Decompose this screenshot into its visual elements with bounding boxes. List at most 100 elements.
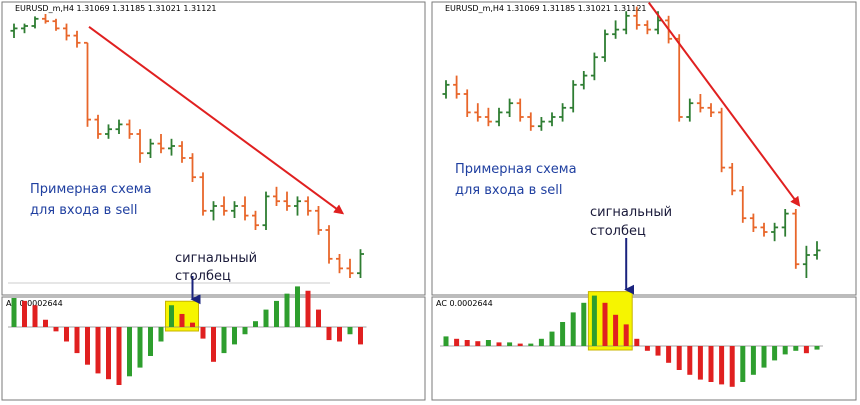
- ac-bar: [613, 314, 619, 346]
- price-bar: [189, 153, 196, 182]
- price-bar: [126, 119, 133, 139]
- price-bar: [633, 6, 641, 30]
- ac-bar: [137, 327, 143, 368]
- ac-bar: [106, 327, 111, 380]
- ac-bar: [148, 327, 153, 356]
- price-bar: [739, 186, 747, 223]
- price-bar: [147, 138, 154, 158]
- price-bar: [283, 191, 291, 211]
- price-header-2: EURUSD_m,H4 1.31069 1.31185 1.31021 1.31…: [445, 4, 647, 13]
- price-bar: [63, 23, 70, 41]
- ac-bar: [581, 302, 587, 346]
- ac-bar: [454, 338, 460, 346]
- price-bar: [548, 112, 556, 127]
- price-bar: [813, 241, 821, 260]
- price-bar: [10, 23, 18, 38]
- ac-bar: [560, 322, 566, 346]
- price-bar: [84, 41, 91, 127]
- ac-bar: [634, 338, 640, 346]
- price-bar: [612, 20, 620, 39]
- price-bar: [105, 124, 112, 139]
- price-bar: [590, 52, 598, 81]
- ac-bar: [85, 327, 90, 365]
- ac-bar: [221, 327, 227, 354]
- price-bar: [315, 206, 322, 235]
- price-bar: [760, 222, 768, 237]
- ac-bar: [644, 346, 650, 351]
- ac-bar: [814, 346, 820, 350]
- ac-bar: [517, 343, 523, 346]
- ac-bar: [316, 309, 321, 327]
- price-bar: [294, 196, 301, 216]
- price-bar: [601, 29, 609, 62]
- price-bars-2: [442, 6, 821, 278]
- ac-bar: [623, 324, 629, 346]
- signal-label-2b: столбец: [590, 224, 646, 239]
- price-bar: [728, 163, 736, 196]
- price-bar: [168, 138, 175, 156]
- price-bar: [199, 172, 207, 216]
- ac-bar: [263, 309, 269, 327]
- ac-bar: [53, 327, 59, 332]
- ac-bar: [687, 346, 693, 375]
- price-bar: [495, 107, 503, 127]
- price-bar: [474, 103, 482, 122]
- ac-bar: [190, 322, 195, 327]
- ac-bar: [485, 340, 491, 346]
- price-bar: [802, 245, 810, 278]
- ac-bar: [74, 327, 80, 354]
- price-bar: [559, 103, 567, 122]
- ac-bar: [274, 300, 279, 327]
- signal-label-1b: столбец: [175, 269, 231, 284]
- price-bar: [781, 209, 789, 237]
- price-bar: [73, 30, 81, 48]
- price-pane-2: [431, 1, 857, 296]
- ac-bar: [358, 327, 363, 345]
- ac-bar: [242, 327, 248, 335]
- price-bar: [463, 89, 471, 117]
- ac-bar: [22, 300, 27, 327]
- price-bar: [273, 186, 280, 206]
- price-header-1: EURUSD_m,H4 1.31069 1.31185 1.31021 1.31…: [15, 4, 217, 13]
- price-bar: [262, 191, 270, 230]
- price-bar: [537, 117, 545, 131]
- price-bar: [136, 129, 144, 163]
- ac-bar: [655, 346, 661, 356]
- ac-bar: [116, 327, 122, 385]
- price-bar: [707, 103, 715, 117]
- price-bar: [325, 225, 333, 264]
- price-bar: [771, 222, 779, 242]
- ac-bar: [750, 346, 756, 375]
- ac-bar: [464, 340, 470, 346]
- price-bar: [241, 196, 249, 221]
- ac-bar: [337, 327, 342, 342]
- price-bar: [453, 75, 461, 99]
- price-bar: [527, 112, 535, 131]
- ac-bar: [43, 319, 48, 327]
- price-bar: [484, 107, 492, 127]
- ac-bar: [200, 327, 206, 339]
- ac-bar: [591, 295, 597, 346]
- price-bar: [231, 201, 238, 218]
- ac-bar: [538, 338, 544, 346]
- price-bar: [506, 98, 514, 117]
- price-bar: [696, 94, 704, 113]
- ac-bar: [475, 341, 481, 346]
- ac-bar: [740, 346, 746, 382]
- price-bar: [42, 14, 49, 24]
- price-bar: [442, 80, 450, 99]
- ac-bar: [158, 327, 164, 342]
- ac-bar: [179, 313, 185, 327]
- ac-bar: [232, 327, 237, 345]
- ac-bar: [443, 336, 449, 346]
- annotations-2: [624, 2, 801, 295]
- note-line-1b: для входа в sell: [30, 203, 137, 218]
- price-bar: [52, 18, 60, 31]
- price-bar: [792, 209, 800, 269]
- ac-bar: [326, 327, 332, 341]
- annotations-1: [88, 25, 345, 305]
- price-bar: [622, 11, 630, 35]
- ac-pane-2: [431, 296, 857, 401]
- price-bar: [346, 258, 354, 278]
